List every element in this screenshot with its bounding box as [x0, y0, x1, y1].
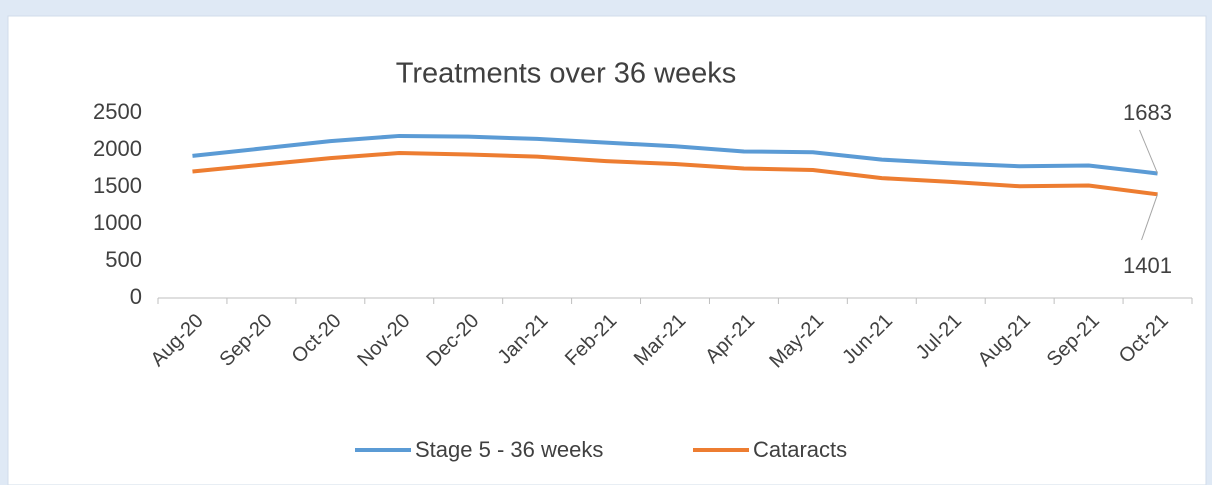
y-tick-label: 1000	[93, 210, 142, 235]
y-tick-label: 2000	[93, 136, 142, 161]
data-label: 1683	[1123, 100, 1172, 125]
y-tick-label: 1500	[93, 173, 142, 198]
y-tick-label: 2500	[93, 99, 142, 124]
data-label: 1401	[1123, 253, 1172, 278]
legend-label: Stage 5 - 36 weeks	[415, 437, 603, 462]
leader-line	[1139, 129, 1158, 174]
series-line	[192, 133, 1158, 176]
y-tick-label: 500	[105, 247, 142, 272]
leader-line	[1141, 194, 1159, 241]
chart-area	[7, 15, 1207, 485]
y-tick-label: 0	[130, 284, 142, 309]
legend-label: Cataracts	[753, 437, 847, 462]
series-line	[192, 150, 1158, 197]
chart-title: Treatments over 36 weeks	[396, 58, 737, 90]
